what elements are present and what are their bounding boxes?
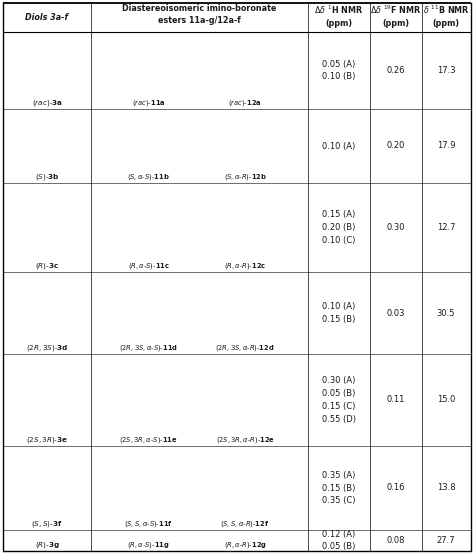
Text: 0.10 (A)
0.15 (B): 0.10 (A) 0.15 (B) bbox=[322, 302, 356, 324]
Text: Diastereoisomeric imino-boronate
esters 11a-g/12a-f: Diastereoisomeric imino-boronate esters … bbox=[122, 4, 276, 24]
Text: $(S,\alpha\text{-}R)$-$\mathbf{12b}$: $(S,\alpha\text{-}R)$-$\mathbf{12b}$ bbox=[224, 172, 266, 182]
Text: 12.7: 12.7 bbox=[437, 223, 455, 232]
Text: $(2R,3S,\alpha\text{-}S)$-$\mathbf{11d}$: $(2R,3S,\alpha\text{-}S)$-$\mathbf{11d}$ bbox=[119, 343, 178, 353]
Text: 0.26: 0.26 bbox=[387, 66, 405, 75]
Text: $(R,\alpha\text{-}S)$-$\mathbf{11g}$: $(R,\alpha\text{-}S)$-$\mathbf{11g}$ bbox=[127, 540, 170, 550]
Text: $(2S,3R,\alpha\text{-}S)$-$\mathbf{11e}$: $(2S,3R,\alpha\text{-}S)$-$\mathbf{11e}$ bbox=[119, 435, 178, 445]
Text: 0.20: 0.20 bbox=[387, 141, 405, 151]
Text: (ppm): (ppm) bbox=[326, 18, 353, 27]
Text: $\Delta\delta$ $^{1}$H NMR: $\Delta\delta$ $^{1}$H NMR bbox=[314, 4, 364, 16]
Text: $(S,S,\alpha\text{-}S)$-$\mathbf{11f}$: $(S,S,\alpha\text{-}S)$-$\mathbf{11f}$ bbox=[124, 519, 173, 529]
Text: 0.35 (A)
0.15 (B)
0.35 (C): 0.35 (A) 0.15 (B) 0.35 (C) bbox=[322, 470, 356, 505]
Text: $(2R,3S)$-$\mathbf{3d}$: $(2R,3S)$-$\mathbf{3d}$ bbox=[26, 343, 68, 353]
Text: $(2R,3S,\alpha\text{-}R)$-$\mathbf{12d}$: $(2R,3S,\alpha\text{-}R)$-$\mathbf{12d}$ bbox=[215, 343, 275, 353]
Text: 27.7: 27.7 bbox=[437, 536, 456, 545]
Text: 30.5: 30.5 bbox=[437, 309, 455, 317]
Text: $(S,\alpha\text{-}S)$-$\mathbf{11b}$: $(S,\alpha\text{-}S)$-$\mathbf{11b}$ bbox=[127, 172, 170, 182]
Text: 0.30: 0.30 bbox=[387, 223, 405, 232]
Text: (ppm): (ppm) bbox=[432, 18, 460, 27]
Text: $(R)$-$\mathbf{3g}$: $(R)$-$\mathbf{3g}$ bbox=[35, 540, 60, 550]
Text: $(\it{rac})$-$\mathbf{12a}$: $(\it{rac})$-$\mathbf{12a}$ bbox=[228, 98, 262, 108]
Text: (ppm): (ppm) bbox=[383, 18, 410, 27]
Text: Diols 3a-f: Diols 3a-f bbox=[26, 13, 69, 22]
Text: $(R,\alpha\text{-}R)$-$\mathbf{12c}$: $(R,\alpha\text{-}R)$-$\mathbf{12c}$ bbox=[224, 261, 266, 271]
Text: $(\it{rac})$-$\mathbf{3a}$: $(\it{rac})$-$\mathbf{3a}$ bbox=[31, 98, 63, 108]
Text: $(2S,3R)$-$\mathbf{3e}$: $(2S,3R)$-$\mathbf{3e}$ bbox=[26, 435, 68, 445]
Text: $(R)$-$\mathbf{3c}$: $(R)$-$\mathbf{3c}$ bbox=[35, 261, 59, 271]
Text: 0.12 (A)
0.05 (B): 0.12 (A) 0.05 (B) bbox=[322, 529, 356, 552]
Text: $(R,\alpha\text{-}S)$-$\mathbf{11c}$: $(R,\alpha\text{-}S)$-$\mathbf{11c}$ bbox=[128, 261, 170, 271]
Text: 13.8: 13.8 bbox=[437, 484, 456, 493]
Text: $(S)$-$\mathbf{3b}$: $(S)$-$\mathbf{3b}$ bbox=[35, 172, 59, 182]
Text: 0.08: 0.08 bbox=[387, 536, 405, 545]
Text: 0.05 (A)
0.10 (B): 0.05 (A) 0.10 (B) bbox=[322, 59, 356, 81]
Text: 0.03: 0.03 bbox=[387, 309, 405, 317]
Text: 0.11: 0.11 bbox=[387, 395, 405, 405]
Text: 0.16: 0.16 bbox=[387, 484, 405, 493]
Text: $(S,S)$-$\mathbf{3f}$: $(S,S)$-$\mathbf{3f}$ bbox=[31, 519, 63, 529]
Text: 17.3: 17.3 bbox=[437, 66, 456, 75]
Text: 0.10 (A): 0.10 (A) bbox=[322, 141, 356, 151]
Text: $\delta$ $^{11}$B NMR: $\delta$ $^{11}$B NMR bbox=[423, 4, 469, 16]
Text: 0.15 (A)
0.20 (B)
0.10 (C): 0.15 (A) 0.20 (B) 0.10 (C) bbox=[322, 210, 356, 245]
Text: $(S,S,\alpha\text{-}R)$-$\mathbf{12f}$: $(S,S,\alpha\text{-}R)$-$\mathbf{12f}$ bbox=[220, 519, 270, 529]
Text: $(2S,3R,\alpha\text{-}R)$-$\mathbf{12e}$: $(2S,3R,\alpha\text{-}R)$-$\mathbf{12e}$ bbox=[216, 435, 274, 445]
Text: 17.9: 17.9 bbox=[437, 141, 455, 151]
Text: $\Delta\delta$ $^{19}$F NMR: $\Delta\delta$ $^{19}$F NMR bbox=[370, 4, 422, 16]
Text: $(R,\alpha\text{-}R)$-$\mathbf{12g}$: $(R,\alpha\text{-}R)$-$\mathbf{12g}$ bbox=[224, 540, 266, 550]
Text: 15.0: 15.0 bbox=[437, 395, 455, 405]
Text: $(\it{rac})$-$\mathbf{11a}$: $(\it{rac})$-$\mathbf{11a}$ bbox=[132, 98, 165, 108]
Text: 0.30 (A)
0.05 (B)
0.15 (C)
0.55 (D): 0.30 (A) 0.05 (B) 0.15 (C) 0.55 (D) bbox=[322, 376, 356, 424]
